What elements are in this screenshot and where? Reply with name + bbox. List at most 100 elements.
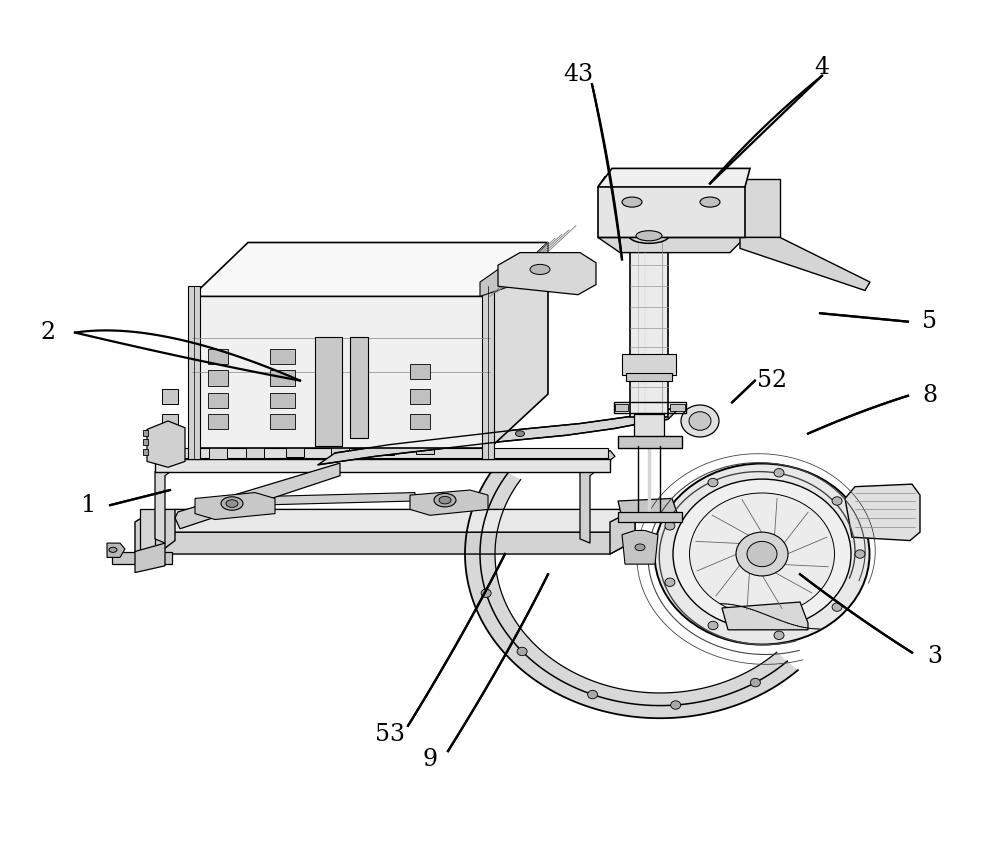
Polygon shape [145, 509, 635, 532]
Polygon shape [722, 602, 808, 630]
Ellipse shape [708, 478, 718, 487]
Polygon shape [253, 493, 415, 505]
Text: 52: 52 [757, 369, 787, 392]
Polygon shape [135, 509, 175, 556]
Polygon shape [162, 435, 178, 450]
Ellipse shape [635, 544, 645, 551]
Polygon shape [208, 414, 228, 429]
Polygon shape [208, 370, 228, 386]
Polygon shape [498, 253, 596, 295]
Polygon shape [482, 286, 494, 459]
Ellipse shape [665, 578, 675, 587]
Ellipse shape [629, 228, 669, 243]
Ellipse shape [832, 603, 842, 611]
Polygon shape [208, 393, 228, 408]
Polygon shape [270, 393, 295, 408]
Polygon shape [615, 404, 628, 411]
Polygon shape [331, 409, 349, 456]
Polygon shape [112, 552, 172, 564]
Text: 43: 43 [563, 62, 593, 86]
Polygon shape [107, 543, 125, 557]
Ellipse shape [654, 463, 870, 645]
Polygon shape [376, 408, 394, 455]
Ellipse shape [636, 231, 662, 241]
Polygon shape [580, 450, 615, 543]
Polygon shape [143, 430, 148, 436]
Polygon shape [270, 370, 295, 386]
Ellipse shape [434, 493, 456, 507]
Polygon shape [845, 484, 920, 541]
Polygon shape [155, 459, 610, 472]
Ellipse shape [700, 197, 720, 207]
Text: 53: 53 [375, 722, 405, 746]
Text: 4: 4 [814, 56, 830, 79]
Ellipse shape [517, 647, 527, 656]
Polygon shape [270, 349, 295, 364]
Polygon shape [175, 463, 340, 529]
Polygon shape [598, 237, 745, 253]
Ellipse shape [221, 497, 243, 510]
Polygon shape [188, 286, 200, 459]
Ellipse shape [481, 589, 491, 598]
Polygon shape [135, 543, 165, 573]
Polygon shape [286, 411, 304, 457]
Ellipse shape [530, 264, 550, 274]
Ellipse shape [774, 632, 784, 640]
Text: 9: 9 [422, 748, 438, 771]
Polygon shape [162, 414, 178, 429]
Ellipse shape [708, 621, 718, 630]
Ellipse shape [690, 493, 834, 615]
Polygon shape [618, 436, 682, 448]
Polygon shape [618, 498, 678, 518]
Polygon shape [160, 448, 608, 458]
Polygon shape [618, 512, 682, 522]
Polygon shape [622, 354, 676, 375]
Polygon shape [318, 408, 680, 465]
Polygon shape [192, 242, 548, 296]
Ellipse shape [673, 479, 851, 629]
Polygon shape [195, 493, 275, 520]
Ellipse shape [774, 468, 784, 477]
Ellipse shape [622, 197, 642, 207]
Polygon shape [147, 421, 185, 467]
Polygon shape [416, 408, 434, 454]
Ellipse shape [671, 701, 681, 709]
Ellipse shape [681, 405, 719, 437]
Text: 2: 2 [40, 321, 56, 344]
Ellipse shape [747, 541, 777, 567]
Polygon shape [143, 449, 148, 455]
Ellipse shape [750, 679, 760, 687]
Ellipse shape [665, 521, 675, 530]
Polygon shape [465, 466, 798, 718]
Polygon shape [740, 237, 870, 290]
Polygon shape [145, 532, 635, 554]
Polygon shape [209, 413, 227, 459]
Text: 1: 1 [80, 493, 96, 517]
Ellipse shape [689, 412, 711, 430]
Polygon shape [315, 337, 342, 446]
Polygon shape [410, 490, 488, 515]
Text: 5: 5 [922, 310, 938, 333]
Polygon shape [634, 414, 664, 438]
Polygon shape [598, 177, 745, 237]
Polygon shape [140, 509, 155, 564]
Polygon shape [350, 337, 368, 438]
Ellipse shape [832, 497, 842, 505]
Polygon shape [155, 450, 190, 543]
Polygon shape [598, 168, 750, 187]
Ellipse shape [588, 690, 598, 699]
Polygon shape [622, 530, 658, 564]
Ellipse shape [736, 532, 788, 576]
Polygon shape [630, 237, 668, 417]
Polygon shape [246, 412, 264, 458]
Polygon shape [670, 404, 685, 411]
Polygon shape [490, 242, 548, 448]
Polygon shape [143, 439, 148, 445]
Polygon shape [192, 296, 490, 448]
Polygon shape [610, 509, 635, 554]
Polygon shape [270, 414, 295, 429]
Polygon shape [410, 389, 430, 404]
Ellipse shape [439, 496, 451, 504]
Text: 8: 8 [922, 384, 938, 408]
Polygon shape [740, 179, 780, 237]
